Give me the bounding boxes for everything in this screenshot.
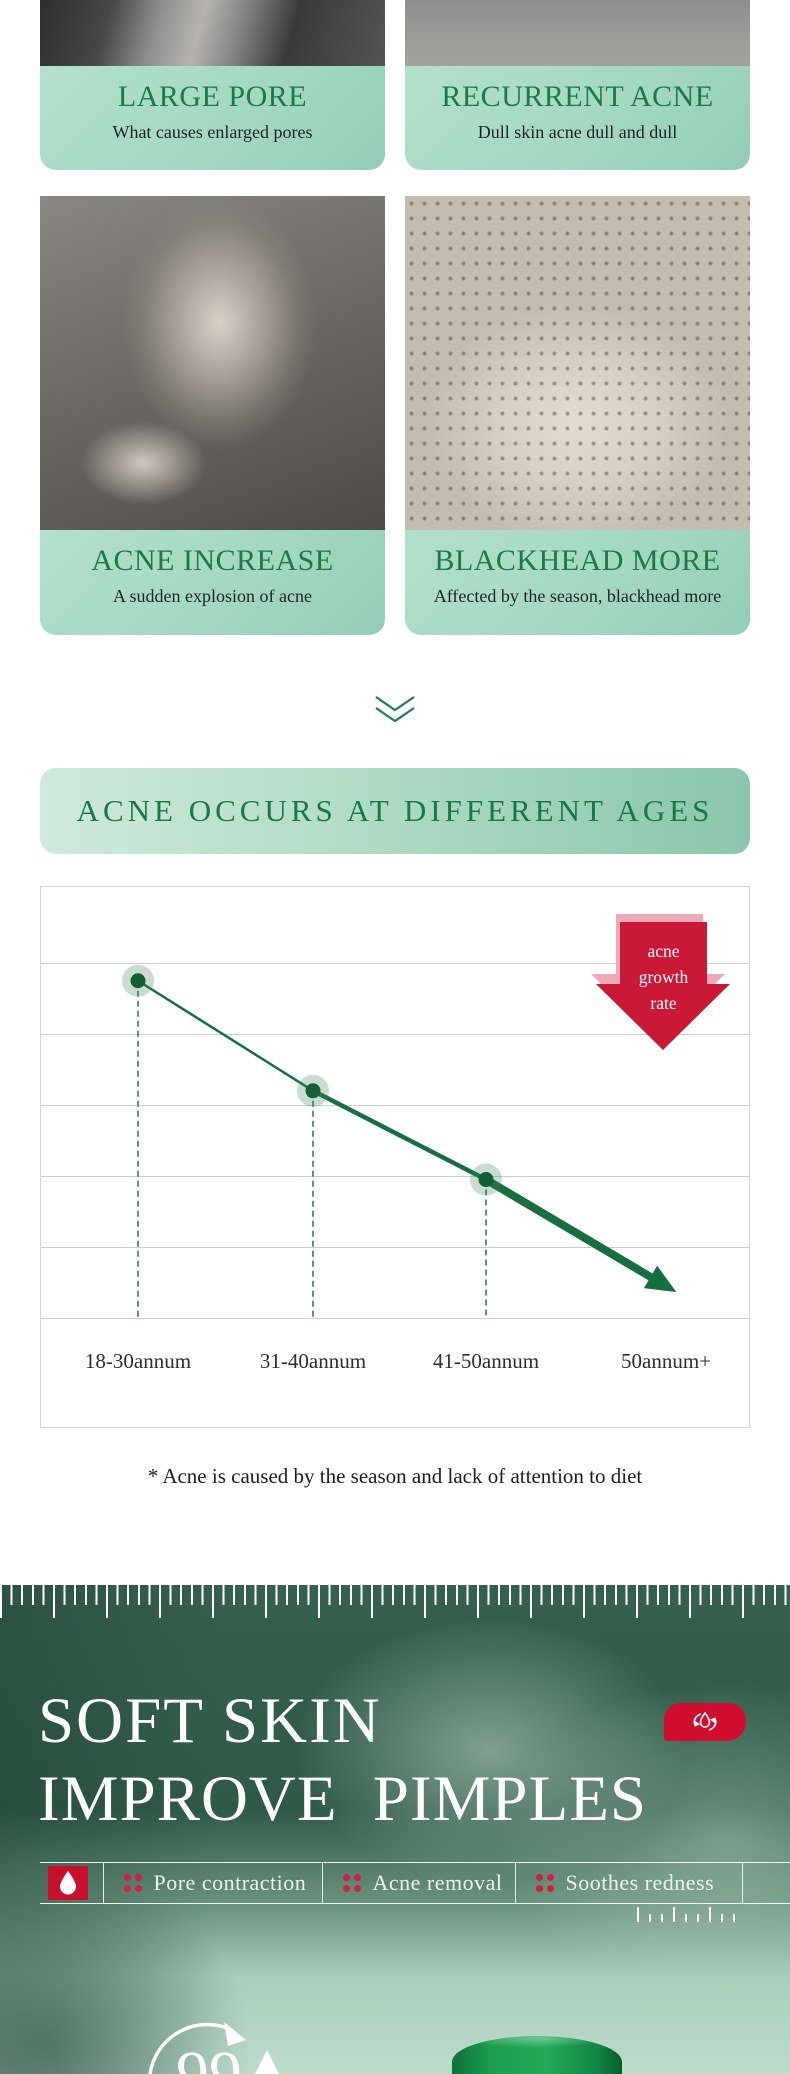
feature-soothes-redness: Soothes redness: [515, 1863, 742, 1903]
card-title: BLACKHEAD MORE: [434, 544, 721, 577]
feature-bar-tail: [742, 1863, 790, 1903]
section-divider: [0, 693, 790, 735]
x-axis-label: 31-40annum: [259, 1349, 367, 1373]
card-title: RECURRENT ACNE: [441, 80, 714, 113]
feature-acne-removal: Acne removal: [322, 1863, 515, 1903]
chart-footnote: * Acne is caused by the season and lack …: [147, 1464, 643, 1488]
hero-title-line2: IMPROVE PIMPLES: [38, 1763, 648, 1835]
ruler-long-ticks: [637, 1907, 737, 1922]
acne-growth-rate-annotation: acne growth rate: [591, 914, 731, 1054]
card-blackhead-more: BLACKHEAD MORE Affected by the season, b…: [405, 196, 750, 635]
card-subtitle: A sudden explosion of acne: [113, 586, 312, 606]
annotation-line: growth: [638, 967, 689, 987]
x-axis-label: 18-30annum: [84, 1349, 192, 1373]
card-title: ACNE INCREASE: [91, 544, 334, 577]
hero-title-line1: SOFT SKIN: [38, 1685, 382, 1757]
card-caption: BLACKHEAD MORE Affected by the season, b…: [405, 530, 750, 635]
droplet-icon: [60, 1871, 76, 1895]
card-image-blackhead-more: [405, 196, 750, 530]
card-title: LARGE PORE: [117, 80, 308, 113]
dots-grid-icon: [536, 1874, 554, 1892]
acne-age-chart: acne growth rate 18-30annum 31-40annum 4…: [40, 886, 750, 1428]
ruler-ticks: [0, 1585, 790, 1619]
banner-title: ACNE OCCURS AT DIFFERENT AGES: [76, 793, 714, 828]
feature-label: Pore contraction: [153, 1870, 307, 1895]
dots-grid-icon: [124, 1874, 142, 1892]
card-large-pore: LARGE PORE What causes enlarged pores: [40, 0, 385, 170]
feature-label: Acne removal: [372, 1870, 503, 1895]
x-axis: 18-30annum 31-40annum 41-50annum 50annum…: [41, 1349, 749, 1383]
refresh-droplet-icon: [693, 1711, 717, 1731]
card-caption: LARGE PORE What causes enlarged pores: [40, 66, 385, 170]
hero-title: SOFT SKIN IMPROVE PIMPLES: [38, 1685, 647, 1835]
dots-grid-icon: [343, 1874, 361, 1892]
red-arrow-shaft: [620, 922, 707, 986]
age-trend-chart: [122, 964, 677, 1318]
annotation-text: acne growth rate: [596, 938, 731, 1016]
card-image-recurrent-acne: [405, 0, 750, 66]
circular-arrow-icon: [148, 2022, 246, 2074]
feature-bar: Pore contraction Acne removal Soothes re…: [40, 1862, 790, 1904]
up-arrow-icon: [252, 2050, 282, 2074]
card-image-large-pore: [40, 0, 385, 66]
symptom-cards-grid: LARGE PORE What causes enlarged pores RE…: [40, 0, 750, 635]
card-caption: RECURRENT ACNE Dull skin acne dull and d…: [405, 66, 750, 170]
card-image-acne-increase: [40, 196, 385, 530]
chevron-double-down-icon: [375, 696, 415, 723]
hero-section: SOFT SKIN IMPROVE PIMPLES Pore contracti…: [0, 1585, 790, 2074]
feature-label: Soothes redness: [565, 1870, 715, 1895]
card-subtitle: What causes enlarged pores: [112, 122, 313, 142]
feature-pore-contraction: Pore contraction: [103, 1863, 322, 1903]
card-recurrent-acne: RECURRENT ACNE Dull skin acne dull and d…: [405, 0, 750, 170]
annotation-line: rate: [650, 993, 677, 1013]
card-acne-increase: ACNE INCREASE A sudden explosion of acne: [40, 196, 385, 635]
annotation-line: acne: [647, 941, 680, 961]
card-subtitle: Affected by the season, blackhead more: [433, 586, 722, 606]
stat-value: 99: [176, 2040, 242, 2074]
mini-ruler-ticks: [637, 1907, 737, 1922]
product-cap: [452, 2036, 622, 2074]
age-section-banner: ACNE OCCURS AT DIFFERENT AGES: [40, 768, 750, 854]
card-subtitle: Dull skin acne dull and dull: [477, 122, 678, 142]
red-arrow-head: [596, 984, 730, 1050]
ruler-long-ticks: [0, 1585, 790, 1618]
x-axis-label: 50annum+: [621, 1349, 711, 1373]
droplet-badge: [48, 1866, 88, 1900]
x-axis-label: 41-50annum: [432, 1349, 540, 1373]
card-caption: ACNE INCREASE A sudden explosion of acne: [40, 530, 385, 635]
hero-red-badge: [664, 1703, 746, 1741]
stat-99: 99: [176, 2040, 282, 2074]
